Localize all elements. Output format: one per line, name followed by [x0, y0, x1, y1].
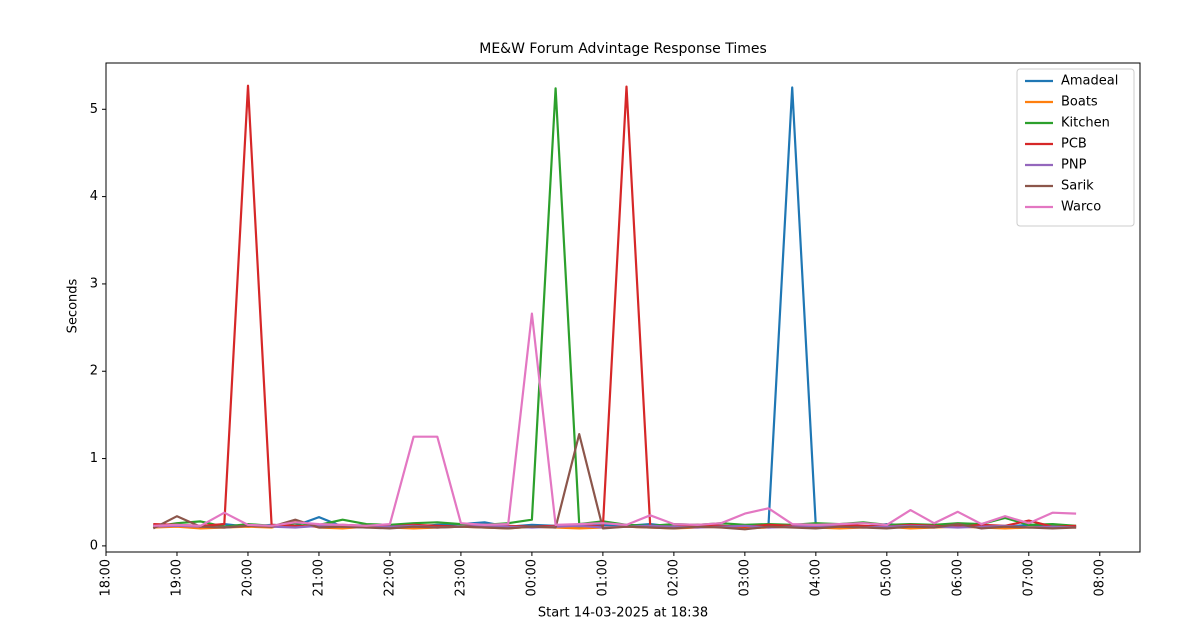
x-tick-label: 02:00 [666, 559, 681, 596]
x-tick-label: 05:00 [879, 559, 894, 596]
legend-label: Boats [1061, 95, 1098, 110]
x-tick-label: 18:00 [99, 559, 114, 596]
y-tick-label: 2 [90, 364, 98, 379]
x-tick-label: 21:00 [311, 559, 326, 596]
x-tick-label: 20:00 [240, 559, 255, 596]
legend-label: Amadeal [1061, 74, 1118, 89]
y-tick-label: 0 [90, 538, 98, 553]
x-tick-label: 19:00 [169, 559, 184, 596]
x-tick-label: 01:00 [595, 559, 610, 596]
x-tick-label: 04:00 [808, 559, 823, 596]
y-tick-label: 3 [90, 276, 98, 291]
legend-label: Warco [1061, 200, 1101, 215]
x-tick-label: 22:00 [382, 559, 397, 596]
x-tick-label: 07:00 [1021, 559, 1036, 596]
y-axis-label: Seconds [66, 278, 81, 333]
x-tick-label: 08:00 [1092, 559, 1107, 596]
legend-label: PNP [1061, 158, 1087, 173]
y-tick-label: 4 [90, 189, 98, 204]
x-tick-label: 03:00 [737, 559, 752, 596]
x-tick-label: 00:00 [524, 559, 539, 596]
y-tick-label: 1 [90, 451, 98, 466]
x-tick-label: 23:00 [453, 559, 468, 596]
legend-label: Sarik [1061, 179, 1094, 194]
x-tick-label: 06:00 [950, 559, 965, 596]
legend-label: Kitchen [1061, 116, 1110, 131]
x-axis-label: Start 14-03-2025 at 18:38 [538, 606, 708, 621]
chart-title: ME&W Forum Advintage Response Times [479, 41, 767, 57]
legend-label: PCB [1061, 137, 1087, 152]
y-tick-label: 5 [90, 102, 98, 117]
plot-frame [105, 62, 1141, 553]
series-line [153, 312, 1077, 527]
